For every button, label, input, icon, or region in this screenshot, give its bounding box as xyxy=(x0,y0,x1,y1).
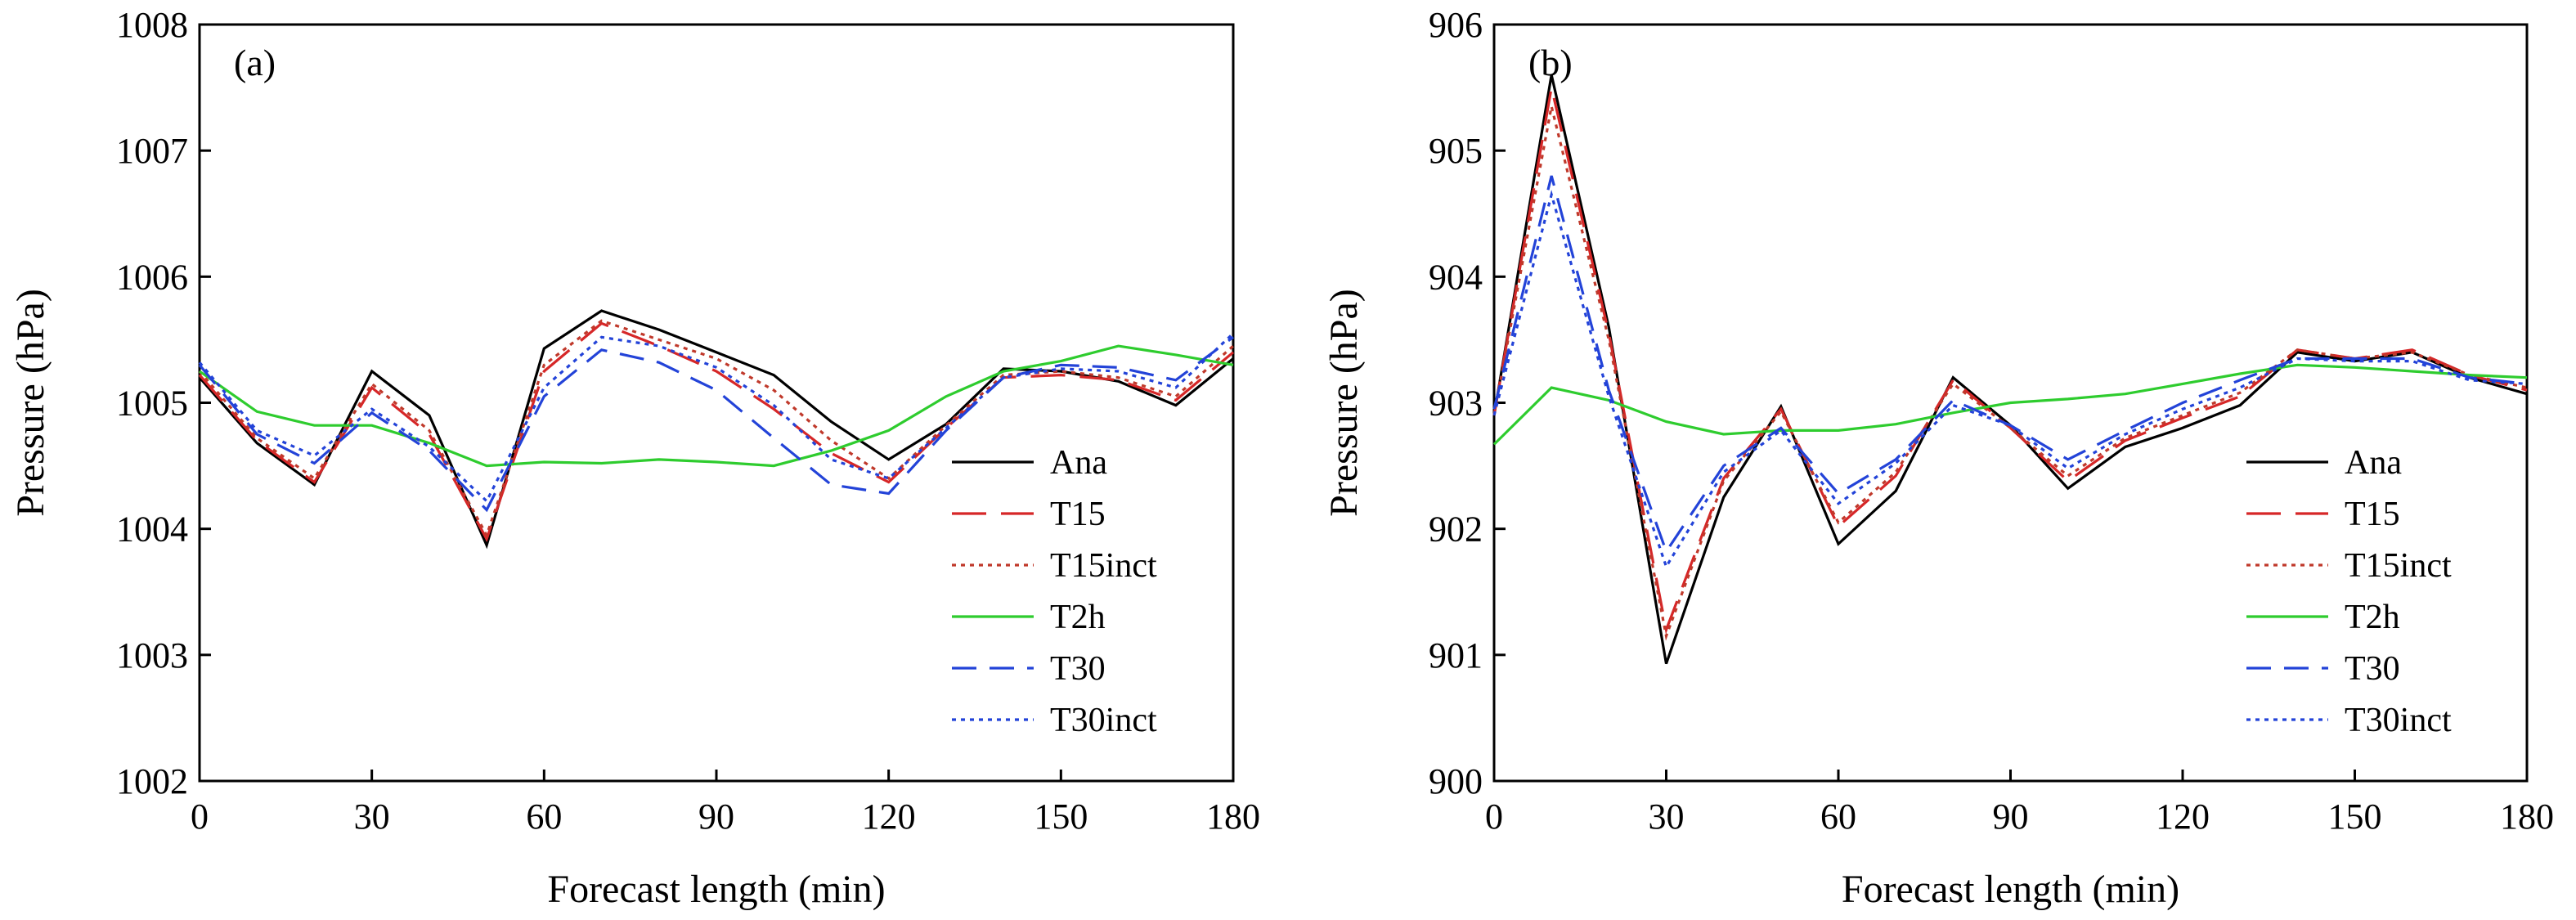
y-tick-label: 906 xyxy=(1429,5,1483,45)
legend-label: T15 xyxy=(2345,496,2400,533)
x-tick-label: 90 xyxy=(1993,797,2029,837)
x-tick-label: 0 xyxy=(1485,797,1503,837)
legend-label: T15inct xyxy=(1050,547,1157,585)
legend-label: Ana xyxy=(2345,444,2402,482)
y-tick-label: 1002 xyxy=(116,761,188,801)
y-axis-title: Pressure (hPa) xyxy=(9,289,52,517)
x-tick-label: 120 xyxy=(862,797,916,837)
series-line-t30 xyxy=(1492,175,2528,554)
series-line-t30 xyxy=(198,336,1234,513)
legend-label: Ana xyxy=(1050,444,1107,482)
y-tick-label: 901 xyxy=(1429,635,1483,675)
series-line-t15inct xyxy=(1492,105,2528,641)
series-line-t2h xyxy=(199,344,1234,468)
panel-label: (a) xyxy=(234,42,276,83)
legend-label: T30 xyxy=(1050,650,1106,688)
x-tick-label: 180 xyxy=(1206,797,1260,837)
y-axis-title: Pressure (hPa) xyxy=(1322,289,1366,517)
legend-label: T15 xyxy=(1050,496,1106,533)
x-tick-label: 90 xyxy=(698,797,734,837)
panel-a: 0 30 60 90 120 150 180 1002 1003 1004 1005 1006 1007… xyxy=(9,5,1260,911)
y-tick-label: 1008 xyxy=(116,5,188,45)
legend-label: T30inct xyxy=(2345,702,2452,739)
legend-label: T30inct xyxy=(1050,702,1157,739)
y-tick-label: 1004 xyxy=(116,509,188,550)
legend-label: T2h xyxy=(1050,599,1106,636)
y-tick-label: 1005 xyxy=(116,384,188,424)
panel-b: 0 30 60 90 120 150 180 900 901 902 903 904 905 906 For… xyxy=(1322,5,2554,911)
legend-label: T15inct xyxy=(2345,547,2452,585)
x-axis-title: Forecast length (min) xyxy=(1842,868,2179,911)
x-tick-label: 60 xyxy=(526,797,562,837)
y-tick-label: 904 xyxy=(1429,257,1483,297)
series-group xyxy=(198,309,1235,550)
y-tick-label: 1007 xyxy=(116,131,188,171)
x-tick-label: 180 xyxy=(2500,797,2554,837)
y-tick-label: 903 xyxy=(1429,384,1483,424)
x-tick-label: 120 xyxy=(2156,797,2210,837)
legend: Ana T15 T15inct T2h T30 T30inct xyxy=(2246,444,2452,739)
series-line-t15 xyxy=(198,321,1235,542)
series-line-t30inct xyxy=(198,332,1235,504)
y-tick-label: 1003 xyxy=(116,635,188,675)
x-tick-label: 60 xyxy=(1820,797,1856,837)
x-tick-label: 30 xyxy=(354,797,390,837)
series-line-ana xyxy=(198,309,1235,550)
series-line-t30inct xyxy=(1492,190,2528,570)
series-line-t2h xyxy=(1492,363,2528,446)
legend-label: T2h xyxy=(2345,599,2400,636)
y-tick-label: 902 xyxy=(1429,509,1483,550)
x-tick-label: 30 xyxy=(1649,797,1685,837)
series-group xyxy=(1492,74,2528,665)
y-tick-label: 1006 xyxy=(116,257,188,297)
y-tick-label: 905 xyxy=(1429,131,1483,171)
legend-label: T30 xyxy=(2345,650,2400,688)
x-tick-label: 150 xyxy=(2328,797,2382,837)
x-tick-label: 0 xyxy=(191,797,209,837)
x-tick-label: 150 xyxy=(1034,797,1088,837)
y-tick-label: 900 xyxy=(1429,761,1483,801)
x-axis-title: Forecast length (min) xyxy=(547,868,885,911)
legend: Ana T15 T15inct T2h T30 T30inct xyxy=(952,444,1157,739)
